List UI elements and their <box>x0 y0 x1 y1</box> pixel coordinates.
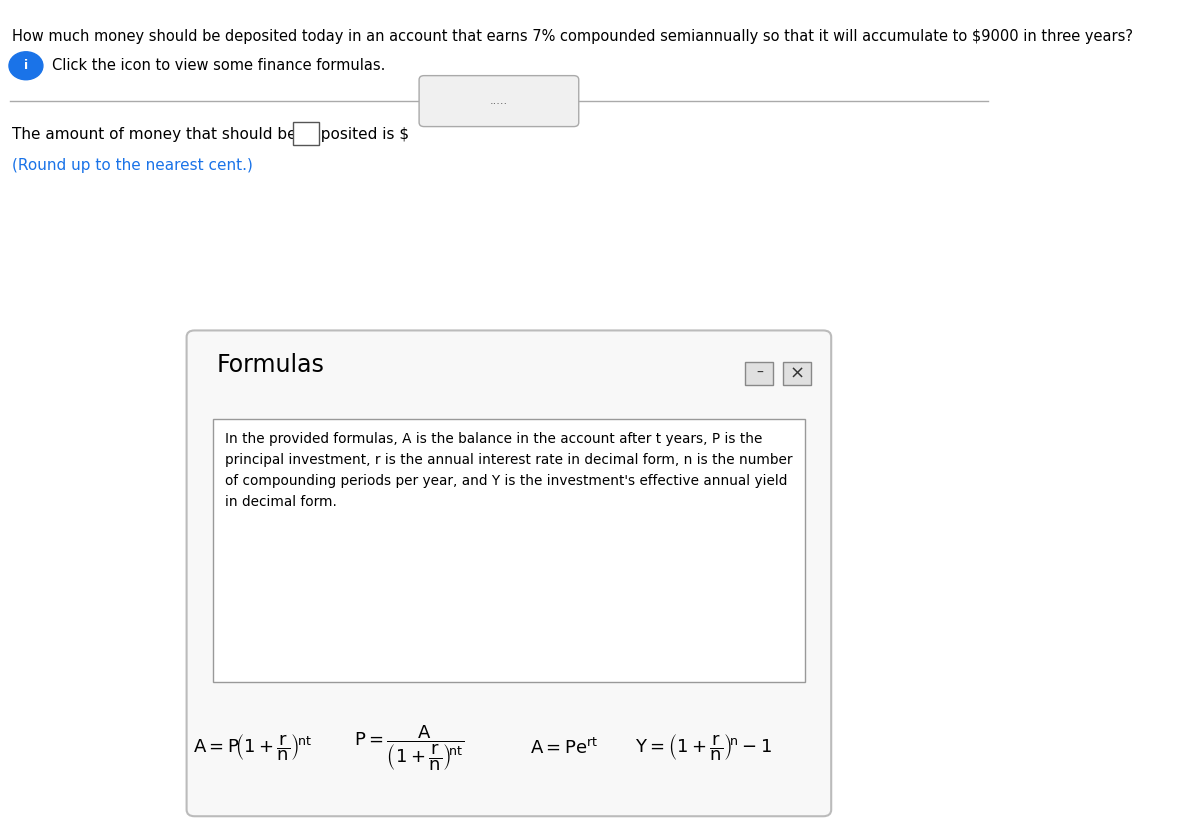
FancyBboxPatch shape <box>293 122 319 145</box>
Text: Formulas: Formulas <box>216 353 324 377</box>
Text: How much money should be deposited today in an account that earns 7% compounded : How much money should be deposited today… <box>12 29 1133 44</box>
Text: i: i <box>24 59 28 72</box>
Text: In the provided formulas, A is the balance in the account after t years, P is th: In the provided formulas, A is the balan… <box>224 432 792 509</box>
FancyBboxPatch shape <box>419 76 578 127</box>
FancyBboxPatch shape <box>212 419 805 682</box>
FancyBboxPatch shape <box>745 362 773 385</box>
Text: Click the icon to view some finance formulas.: Click the icon to view some finance form… <box>52 58 385 73</box>
Text: .....: ..... <box>490 96 508 106</box>
Text: ×: × <box>790 364 805 382</box>
Text: $\mathsf{Y = \left(1+\dfrac{r}{n}\right)^{\!n} - 1}$: $\mathsf{Y = \left(1+\dfrac{r}{n}\right)… <box>635 732 772 764</box>
Circle shape <box>8 52 43 80</box>
Text: $\mathsf{A = Pe^{rt}}$: $\mathsf{A = Pe^{rt}}$ <box>529 738 598 758</box>
FancyBboxPatch shape <box>186 330 832 816</box>
Text: $\mathsf{A = P\!\left(1+\dfrac{r}{n}\right)^{\!nt}}$: $\mathsf{A = P\!\left(1+\dfrac{r}{n}\rig… <box>193 732 312 764</box>
Text: –: – <box>756 366 763 381</box>
FancyBboxPatch shape <box>784 362 811 385</box>
Text: The amount of money that should be deposited is $: The amount of money that should be depos… <box>12 127 409 142</box>
Text: $\mathsf{P = \dfrac{A}{\left(1+\dfrac{r}{n}\right)^{\!nt}}}$: $\mathsf{P = \dfrac{A}{\left(1+\dfrac{r}… <box>354 723 464 773</box>
Text: (Round up to the nearest cent.): (Round up to the nearest cent.) <box>12 158 253 173</box>
